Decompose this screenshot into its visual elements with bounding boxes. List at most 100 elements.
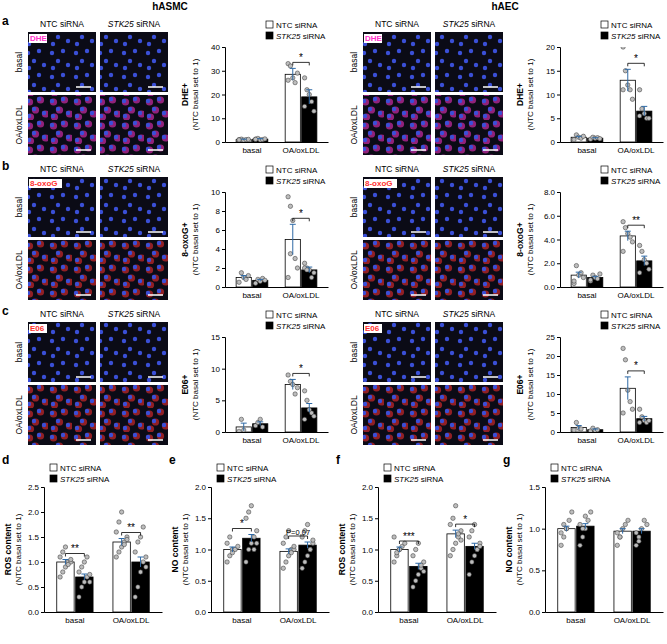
error-bar <box>119 539 125 546</box>
x-axis: basalOA/oxLDL <box>45 612 163 625</box>
data-point <box>77 570 81 574</box>
y-tick: 2.0 <box>195 483 211 492</box>
data-point <box>411 554 415 558</box>
micrograph <box>100 385 168 445</box>
error-bar-stem <box>578 426 579 430</box>
y-tick-mark <box>208 550 211 551</box>
significance-label: ** <box>127 522 135 533</box>
data-point <box>580 526 584 530</box>
data-point <box>284 560 288 564</box>
error-bar-cap <box>257 421 263 422</box>
y-tick-label: 2.0 <box>28 508 40 517</box>
chart: 0510152025basalOA/oxLDLE06+(NTC basal se… <box>515 311 664 445</box>
micrograph <box>28 32 96 92</box>
column-header: STK25 siRNA <box>443 19 496 29</box>
error-bar-stem <box>627 69 628 91</box>
y-tick-label: 40 <box>211 43 220 52</box>
bar <box>113 542 130 612</box>
data-point <box>63 545 67 549</box>
column-header: NTC siRNA <box>375 164 419 174</box>
data-point <box>621 411 625 415</box>
stain-label-bg <box>29 179 62 188</box>
error-bar <box>641 106 647 116</box>
data-point <box>253 137 257 141</box>
data-point <box>88 580 92 584</box>
data-point <box>392 535 396 539</box>
y-tick-mark <box>557 142 560 143</box>
y-axis-line <box>222 193 226 288</box>
y-tick: 15 <box>211 333 225 342</box>
y-tick-label: 10 <box>211 114 220 123</box>
data-point <box>263 137 267 141</box>
error-bar-stem <box>251 535 252 543</box>
y-tick-label: 8.0 <box>544 188 556 197</box>
error-bar <box>592 276 598 278</box>
scale-bar <box>483 86 498 88</box>
error-bar-stem <box>292 68 293 80</box>
bar <box>447 534 464 612</box>
y-tick-mark <box>222 95 225 96</box>
y-tick-label: 6 <box>216 226 221 235</box>
figure-svg: hASMChAECabcdefgNTC siRNASTK25 siRNAbasa… <box>0 0 667 644</box>
significance-label: * <box>634 360 638 371</box>
significance: * <box>628 360 645 374</box>
error-bar-stem <box>585 524 586 529</box>
y-tick: 10 <box>546 390 560 399</box>
x-tick: basal <box>577 432 596 445</box>
y-tick-mark <box>557 413 560 414</box>
panel-label: c <box>2 304 9 318</box>
error-bar <box>138 557 144 567</box>
scale-bar <box>483 231 498 233</box>
data-point <box>453 504 457 508</box>
legend-label: NTC siRNA <box>611 166 653 175</box>
image-panel: NTC siRNASTK25 siRNAbasalOA/oxLDLE06 <box>14 309 168 445</box>
y-tick: 0.5 <box>28 583 44 592</box>
y-axis: 0.00.51.01.52.0 <box>362 483 379 617</box>
y-tick: 0.0 <box>529 608 545 617</box>
error-bar <box>257 138 263 140</box>
legend: NTC siRNASTK25 siRNA <box>601 21 661 41</box>
y-tick: 0 <box>216 428 225 437</box>
y-tick: 1.5 <box>195 514 211 523</box>
data-point <box>302 76 306 80</box>
y-tick: 4.0 <box>544 236 560 245</box>
x-tick-label: basal <box>232 616 251 625</box>
error-bar-cap <box>290 224 296 225</box>
data-point <box>308 547 312 551</box>
legend-swatch <box>601 32 608 39</box>
data-point <box>302 104 306 108</box>
error-bar-stem <box>65 560 66 565</box>
bar <box>577 526 594 612</box>
legend-swatch <box>266 32 273 39</box>
data-point <box>647 267 651 271</box>
y-tick: 5 <box>551 409 560 418</box>
x-tick-label: basal <box>242 436 261 445</box>
micrograph <box>363 385 431 445</box>
bar <box>391 550 408 613</box>
y-tick: 0.5 <box>195 577 211 586</box>
legend: NTC siRNASTK25 siRNA <box>601 311 661 331</box>
x-axis-line <box>546 612 664 613</box>
y-tick-label: 8 <box>216 207 221 216</box>
error-bar-stem <box>243 423 244 431</box>
y-tick-mark <box>222 369 225 370</box>
error-bar <box>641 416 647 421</box>
error-bar-cap <box>592 137 598 138</box>
error-bar-stem <box>292 379 293 389</box>
y-tick-mark <box>208 518 211 519</box>
significance-label: * <box>299 208 303 219</box>
y-tick-label: 10 <box>211 188 220 197</box>
y-tick: 25 <box>546 333 560 342</box>
y-tick: 10 <box>211 114 225 123</box>
y-tick-label: 1.5 <box>529 483 541 492</box>
data-point <box>574 420 578 424</box>
error-bar-stem <box>307 542 308 548</box>
figure: hASMChAECabcdefgNTC siRNASTK25 siRNAbasa… <box>0 0 667 644</box>
x-tick-label: OA/oxLDL <box>113 616 150 625</box>
scale-bar <box>148 86 163 88</box>
data-point <box>570 510 574 514</box>
error-bar-stem <box>84 574 85 580</box>
y-tick: 0.0 <box>28 608 44 617</box>
legend-label: NTC siRNA <box>394 464 436 473</box>
error-bar-cap <box>592 276 598 277</box>
